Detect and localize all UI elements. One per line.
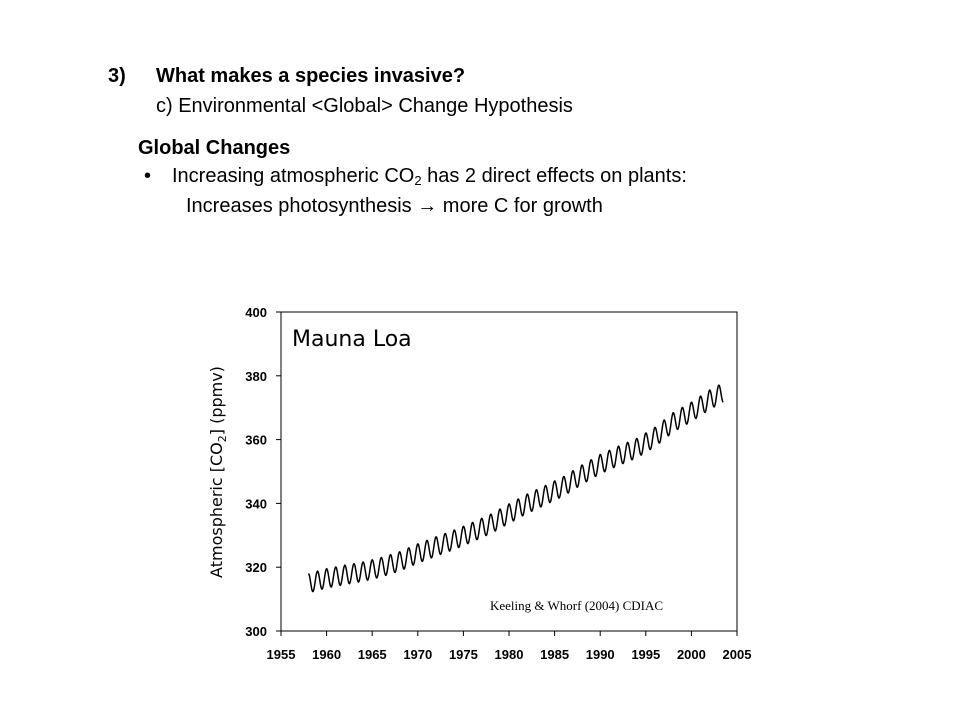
- y-axis: 300 320 340 360 380 400: [245, 305, 281, 639]
- chart-title: Mauna Loa: [292, 327, 412, 352]
- x-tick-label: 1990: [586, 647, 615, 662]
- y-tick-label: 360: [245, 433, 267, 448]
- section-title: Global Changes: [138, 137, 291, 159]
- x-tick-label: 1970: [403, 647, 432, 662]
- y-tick-label: 340: [245, 496, 267, 511]
- y-axis-label-subscript: 2: [216, 435, 229, 442]
- bullet-text-prefix: Increasing atmospheric CO: [172, 165, 415, 187]
- y-axis-label-prefix: Atmospheric [CO: [207, 442, 226, 578]
- x-tick-label: 1995: [631, 647, 660, 662]
- x-tick-label: 1980: [495, 647, 524, 662]
- x-tick-label: 1960: [312, 647, 341, 662]
- y-axis-label: Atmospheric [CO2] (ppmv): [207, 366, 229, 578]
- chart-annotation: Keeling & Whorf (2004) CDIAC: [490, 598, 663, 613]
- slide-heading: What makes a species invasive?: [156, 65, 466, 87]
- x-tick-label: 1965: [358, 647, 387, 662]
- y-axis-label-suffix: ] (ppmv): [207, 366, 226, 435]
- x-tick-label: 1985: [540, 647, 569, 662]
- y-tick-label: 400: [245, 305, 267, 320]
- bullet-symbol: •: [144, 165, 152, 187]
- x-tick-label: 1955: [267, 647, 296, 662]
- y-tick-label: 380: [245, 369, 267, 384]
- heading-number: 3): [108, 65, 126, 87]
- bullet-text-suffix: has 2 direct effects on plants:: [421, 165, 687, 187]
- y-tick-label: 300: [245, 624, 267, 639]
- x-tick-label: 1975: [449, 647, 478, 662]
- x-tick-label: 2000: [677, 647, 706, 662]
- x-tick-label: 2005: [723, 647, 752, 662]
- sub-bullet-text: Increases photosynthesis → more C for gr…: [186, 195, 603, 217]
- y-tick-label: 320: [245, 560, 267, 575]
- bullet-text-subscript: 2: [414, 173, 422, 188]
- x-axis: 1955 1960 1965 1970 1975 1980 1985 1990 1995 2000…: [267, 631, 752, 662]
- slide-subheading: c) Environmental <Global> Change Hypothe…: [156, 95, 573, 117]
- co2-series-line: [307, 384, 724, 593]
- bullet-text: Increasing atmospheric CO2 has 2 direct …: [172, 164, 687, 193]
